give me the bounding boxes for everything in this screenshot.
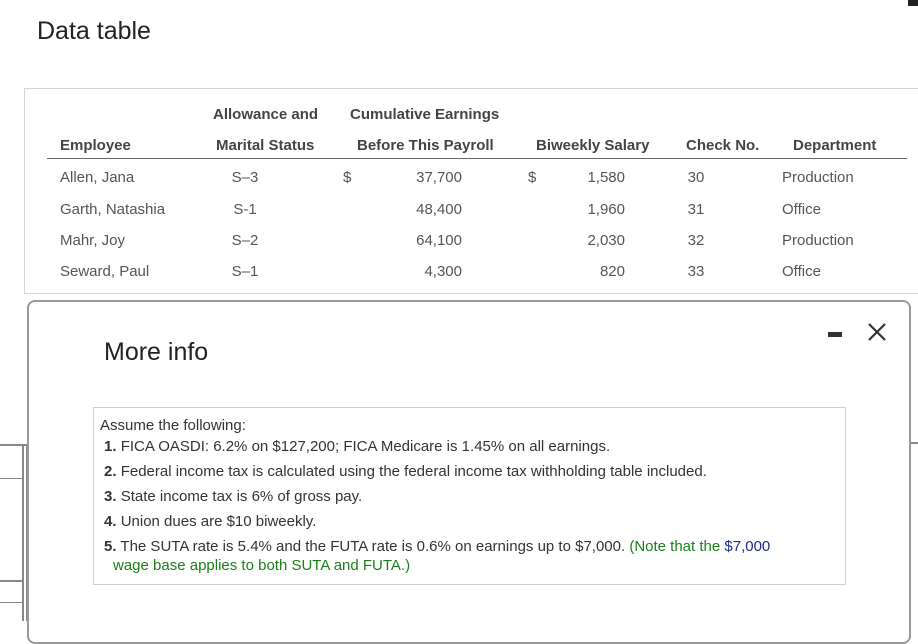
list-item: 5. The SUTA rate is 5.4% and the FUTA ra… — [104, 537, 824, 575]
more-info-dialog: More info Assume the following: 1. FICA … — [27, 300, 911, 644]
item-text: FICA OASDI: 6.2% on $127,200; FICA Medic… — [120, 438, 611, 455]
header-cumulative-line2: Before This Payroll — [357, 137, 494, 154]
item-text: Federal income tax is calculated using t… — [120, 463, 707, 480]
assumptions-box: Assume the following: 1. FICA OASDI: 6.2… — [93, 407, 846, 585]
marital-status: S–2 — [231, 232, 259, 249]
cumulative-earnings: 37,700 — [416, 169, 462, 186]
cumulative-earnings: 64,100 — [416, 232, 462, 249]
employee-name: Allen, Jana — [60, 169, 135, 186]
data-table: Allowance and Cumulative Earnings Employ… — [24, 88, 918, 294]
employee-name: Garth, Natashia — [60, 201, 166, 218]
background-page-fragment — [0, 444, 30, 621]
cumulative-earnings: 48,400 — [416, 201, 462, 218]
marital-status: S-1 — [233, 201, 257, 218]
item-text: State income tax is 6% of gross pay. — [120, 488, 363, 505]
header-allowance-line2: Marital Status — [216, 137, 315, 154]
biweekly-salary: 1,580 — [587, 169, 625, 186]
header-employee: Employee — [60, 137, 131, 154]
department: Office — [782, 263, 821, 280]
item-number: 4. — [104, 513, 117, 530]
check-number: 31 — [687, 201, 705, 218]
currency-symbol: $ — [343, 169, 352, 186]
item-number: 1. — [104, 438, 117, 455]
biweekly-salary: 820 — [599, 263, 625, 280]
department: Office — [782, 201, 821, 218]
department: Production — [782, 232, 854, 249]
list-item: 1. FICA OASDI: 6.2% on $127,200; FICA Me… — [104, 437, 824, 456]
list-item: 3. State income tax is 6% of gross pay. — [104, 487, 824, 506]
marital-status: S–1 — [231, 263, 259, 280]
header-allowance-line1: Allowance and — [213, 106, 319, 123]
list-item: 4. Union dues are $10 biweekly. — [104, 512, 824, 531]
department: Production — [782, 169, 854, 186]
item-note-amount: $7,000 — [724, 538, 771, 555]
item-number: 2. — [104, 463, 117, 480]
employee-name: Mahr, Joy — [60, 232, 126, 249]
list-item: 2. Federal income tax is calculated usin… — [104, 462, 824, 481]
check-number: 32 — [687, 232, 705, 249]
header-check-no: Check No. — [686, 137, 760, 154]
biweekly-salary: 1,960 — [587, 201, 625, 218]
background-page-edge — [908, 442, 918, 444]
assumptions-intro: Assume the following: — [100, 417, 246, 434]
item-note: (Note that the — [629, 538, 721, 555]
cumulative-earnings: 4,300 — [424, 263, 462, 280]
header-biweekly-salary: Biweekly Salary — [536, 137, 650, 154]
window-title: Data table — [37, 17, 151, 45]
marital-status: S–3 — [231, 169, 259, 186]
item-text: The SUTA rate is 5.4% and the FUTA rate … — [120, 538, 626, 555]
header-department: Department — [793, 137, 877, 154]
employee-name: Seward, Paul — [60, 263, 150, 280]
check-number: 30 — [687, 169, 705, 186]
header-divider — [47, 158, 907, 159]
edge-marker — [908, 0, 918, 6]
item-text: Union dues are $10 biweekly. — [120, 513, 317, 530]
biweekly-salary: 2,030 — [587, 232, 625, 249]
currency-symbol: $ — [528, 169, 537, 186]
close-icon[interactable] — [865, 320, 889, 344]
item-number: 3. — [104, 488, 117, 505]
check-number: 33 — [687, 263, 705, 280]
item-number: 5. — [104, 538, 117, 555]
header-cumulative-line1: Cumulative Earnings — [350, 106, 500, 123]
item-note-continued: wage base applies to both SUTA and FUTA.… — [113, 557, 411, 574]
minimize-icon[interactable] — [828, 332, 842, 337]
dialog-title: More info — [104, 338, 209, 366]
